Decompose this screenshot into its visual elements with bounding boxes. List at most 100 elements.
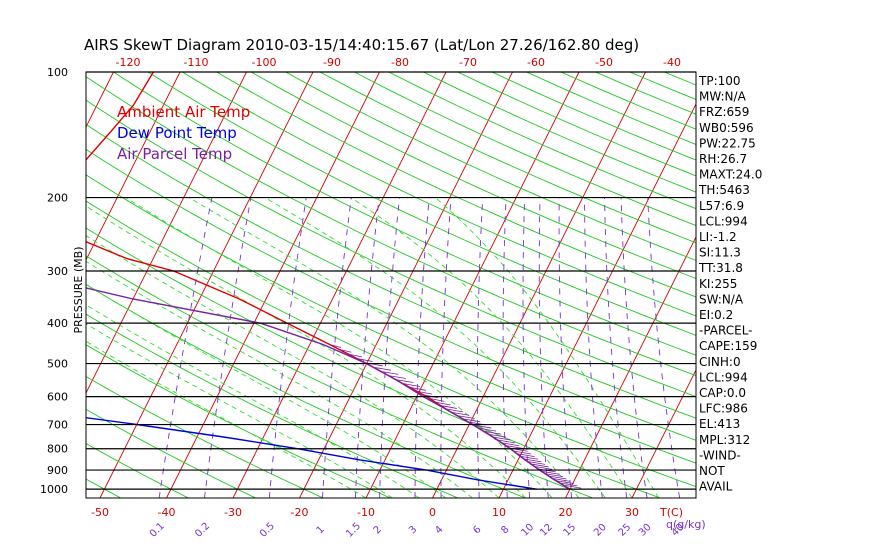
cape-hatch-line — [409, 386, 427, 391]
mixing-ratio-line — [440, 197, 452, 498]
cape-hatch-line — [555, 480, 574, 485]
index-item: AVAIL — [699, 480, 733, 494]
pressure-tick-label: 400 — [47, 317, 68, 330]
mixing-ratio-tick-label: 25 — [617, 522, 634, 539]
dry-adiabat-line — [86, 200, 696, 488]
mixing-ratio-line — [538, 197, 549, 498]
cape-hatch-line — [483, 430, 502, 435]
moist-adiabat-line — [350, 197, 633, 498]
isotherm-line — [86, 72, 114, 129]
legend-entry: Dew Point Temp — [117, 124, 237, 142]
mixing-ratio-tick-label: 0.1 — [148, 521, 167, 540]
dry-adiabat-line — [664, 72, 696, 86]
isotherm-line — [631, 368, 696, 498]
top-temp-tick-label: -90 — [323, 56, 341, 69]
index-item: FRZ:659 — [699, 105, 749, 119]
cape-hatch-line — [520, 455, 539, 460]
moist-adiabat-line — [86, 323, 393, 498]
dry-adiabat-line — [86, 255, 594, 498]
mixing-ratio-line — [502, 197, 508, 498]
index-item: NOT — [699, 464, 725, 478]
index-item: TP:100 — [698, 74, 741, 88]
cape-hatch-line — [402, 383, 421, 387]
dry-adiabat-line — [285, 72, 696, 261]
top-temp-tick-label: -100 — [252, 56, 277, 69]
cape-hatch-line — [380, 370, 399, 375]
isotherm-line — [86, 72, 181, 262]
bottom-temp-tick-label: -40 — [158, 506, 176, 519]
mixing-ratio-line — [604, 197, 628, 498]
mixing-ratio-tick-label: 2 — [372, 524, 384, 536]
cape-hatch-line — [347, 353, 362, 358]
moist-adiabat-line — [264, 197, 606, 498]
cape-hatch-line — [434, 401, 451, 406]
index-item: LFC:986 — [699, 402, 748, 416]
dry-adiabat-line — [216, 72, 696, 298]
cape-hatch-line — [445, 408, 464, 413]
mixing-ratio-line — [204, 197, 252, 498]
mixing-ratio-line — [354, 197, 380, 498]
isotherm-line — [299, 72, 513, 498]
dry-adiabat-line — [388, 72, 696, 210]
top-temp-tick-label: -60 — [527, 56, 545, 69]
bottom-temp-tick-label: -20 — [291, 506, 309, 519]
isotherm-line — [0, 72, 47, 498]
top-temp-tick-label: -80 — [391, 56, 409, 69]
mixing-ratio-line — [379, 197, 400, 498]
mixing-ratio-axis-label: q(g/kg) — [666, 518, 706, 531]
pressure-tick-label: 100 — [47, 66, 68, 79]
cape-hatch-line — [523, 458, 542, 463]
mixing-ratio-tick-label: 1.5 — [344, 521, 363, 540]
bottom-temp-tick-label: -50 — [91, 506, 109, 519]
mixing-ratio-tick-label: 30 — [637, 522, 654, 539]
index-item: LCL:994 — [699, 370, 748, 384]
cape-hatch-line — [534, 466, 553, 470]
legend-entry: Air Parcel Temp — [117, 145, 232, 163]
index-item: L57:6.9 — [699, 199, 744, 213]
cape-hatch-line — [356, 358, 373, 362]
cape-hatch-line — [516, 453, 535, 458]
dry-adiabat-line — [86, 283, 526, 498]
top-temp-tick-label: -120 — [116, 56, 141, 69]
bottom-temp-tick-label: 0 — [429, 506, 436, 519]
cape-hatch-line — [492, 436, 511, 441]
dry-adiabat-line — [86, 148, 696, 441]
cape-hatch-line — [527, 461, 546, 465]
index-item: MPL:312 — [699, 433, 750, 447]
cape-hatch-line — [552, 477, 571, 482]
cape-hatch-line — [440, 405, 457, 409]
index-item: CAPE:159 — [699, 339, 757, 353]
cape-hatch-line — [541, 470, 560, 475]
dry-adiabat-line — [250, 72, 696, 279]
isotherm-line — [498, 102, 696, 498]
dry-adiabat-line — [0, 72, 53, 498]
cape-hatch-line — [387, 375, 406, 379]
dry-adiabat-line — [491, 72, 696, 161]
mixing-ratio-line — [322, 197, 352, 498]
pressure-tick-label: 700 — [47, 419, 68, 432]
index-item: KI:255 — [699, 277, 737, 291]
isotherm-line — [86, 72, 247, 395]
cape-hatch-line — [501, 442, 520, 447]
top-temp-tick-label: -40 — [663, 56, 681, 69]
moist-adiabat-line — [86, 283, 447, 498]
cape-hatch-line — [478, 427, 497, 432]
mixing-ratio-line — [522, 197, 531, 498]
series-line-dew-point-temp — [86, 416, 537, 490]
mixing-ratio-line — [584, 197, 603, 498]
mixing-ratio-line — [476, 197, 484, 498]
isotherm-line — [765, 72, 870, 498]
cape-hatch-line — [513, 450, 532, 455]
y-axis-label: PRESSURE (MB) — [72, 247, 85, 334]
mixing-ratio-line — [558, 197, 573, 498]
plot-frame — [85, 71, 697, 499]
dry-adiabat-line — [86, 442, 189, 498]
index-item: CAP:0.0 — [699, 386, 746, 400]
bottom-temp-tick-label: 20 — [559, 506, 573, 519]
index-item: LCL:994 — [699, 214, 748, 228]
index-item: MAXT:24.0 — [699, 168, 762, 182]
mixing-ratio-tick-label: 6 — [471, 524, 483, 536]
moist-adiabat-line — [86, 304, 420, 498]
